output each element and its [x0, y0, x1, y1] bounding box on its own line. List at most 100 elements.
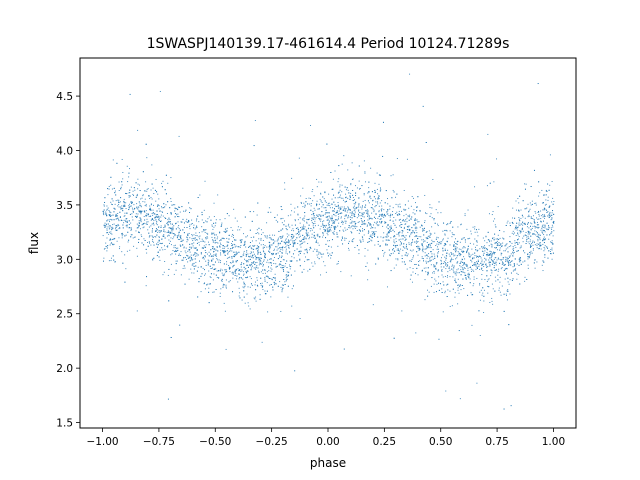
data-point — [349, 222, 351, 224]
data-point — [337, 245, 339, 247]
data-point — [543, 214, 545, 216]
data-point — [426, 247, 428, 249]
data-point — [338, 222, 340, 224]
data-point — [532, 234, 534, 235]
data-point — [505, 258, 507, 260]
data-point — [146, 188, 148, 190]
data-point — [342, 197, 344, 199]
data-point — [121, 220, 123, 222]
data-point — [106, 215, 108, 217]
data-point — [495, 247, 497, 249]
data-point — [458, 252, 460, 254]
data-point — [347, 217, 349, 219]
data-point — [463, 267, 465, 269]
data-point — [296, 248, 298, 250]
data-point — [541, 225, 543, 227]
data-point — [285, 250, 287, 252]
data-point — [527, 223, 529, 225]
data-point — [162, 274, 164, 276]
data-point — [406, 158, 408, 160]
data-point — [422, 251, 424, 253]
data-point — [517, 198, 519, 200]
data-point — [258, 238, 260, 240]
data-point — [542, 214, 544, 216]
data-point — [472, 257, 474, 259]
data-point — [252, 262, 254, 264]
data-point — [440, 259, 442, 261]
data-point — [254, 263, 256, 265]
data-point — [344, 218, 346, 220]
data-point — [512, 230, 514, 232]
data-point — [186, 218, 188, 220]
data-point — [375, 198, 377, 200]
data-point — [144, 201, 146, 203]
data-point — [511, 221, 513, 223]
data-point — [140, 198, 142, 200]
data-point — [541, 189, 543, 191]
data-point — [503, 231, 505, 233]
data-point — [261, 262, 263, 264]
data-point — [490, 240, 492, 242]
data-point — [429, 234, 431, 236]
data-point — [316, 178, 318, 180]
data-point — [425, 262, 427, 264]
data-point — [148, 215, 150, 217]
data-point — [181, 240, 183, 242]
data-point — [133, 245, 135, 247]
data-point — [261, 233, 263, 235]
data-point — [329, 226, 331, 228]
data-point — [402, 219, 404, 221]
data-point — [431, 239, 433, 241]
data-point — [353, 210, 355, 212]
data-point — [113, 219, 115, 221]
data-point — [277, 221, 279, 223]
data-point — [254, 244, 256, 246]
data-point — [405, 223, 407, 225]
data-point — [539, 234, 541, 236]
data-point — [507, 289, 509, 291]
data-point — [424, 299, 426, 301]
data-point — [474, 262, 476, 263]
data-point — [364, 255, 366, 257]
data-point — [494, 218, 496, 220]
data-point — [144, 205, 146, 207]
data-point — [469, 282, 471, 284]
data-point — [460, 269, 462, 271]
data-point — [311, 214, 313, 216]
data-point — [244, 302, 246, 304]
data-point — [532, 218, 534, 220]
data-point — [378, 205, 380, 207]
data-point — [195, 220, 197, 222]
data-point — [539, 239, 541, 241]
data-point — [242, 278, 244, 280]
data-point — [497, 279, 499, 281]
data-point — [327, 202, 329, 204]
data-point — [418, 248, 420, 250]
data-point — [347, 189, 349, 191]
data-point — [534, 267, 536, 269]
data-point — [538, 218, 540, 220]
data-point — [340, 208, 342, 210]
data-point — [243, 250, 245, 252]
data-point — [213, 226, 215, 228]
data-point — [387, 210, 389, 212]
data-point — [474, 255, 476, 257]
data-point — [543, 234, 545, 236]
data-point — [146, 213, 148, 215]
data-point — [162, 235, 164, 237]
data-point — [339, 186, 341, 188]
data-point — [152, 228, 154, 230]
data-point — [410, 218, 412, 220]
data-point — [455, 272, 457, 274]
data-point — [336, 236, 338, 238]
data-point — [309, 268, 311, 270]
data-point — [137, 224, 139, 226]
data-point — [142, 171, 144, 173]
data-point — [337, 260, 339, 262]
data-point — [522, 221, 524, 223]
data-point — [210, 273, 212, 275]
data-point — [282, 269, 284, 271]
data-point — [412, 271, 414, 273]
data-point — [200, 266, 202, 268]
data-point — [549, 214, 551, 216]
